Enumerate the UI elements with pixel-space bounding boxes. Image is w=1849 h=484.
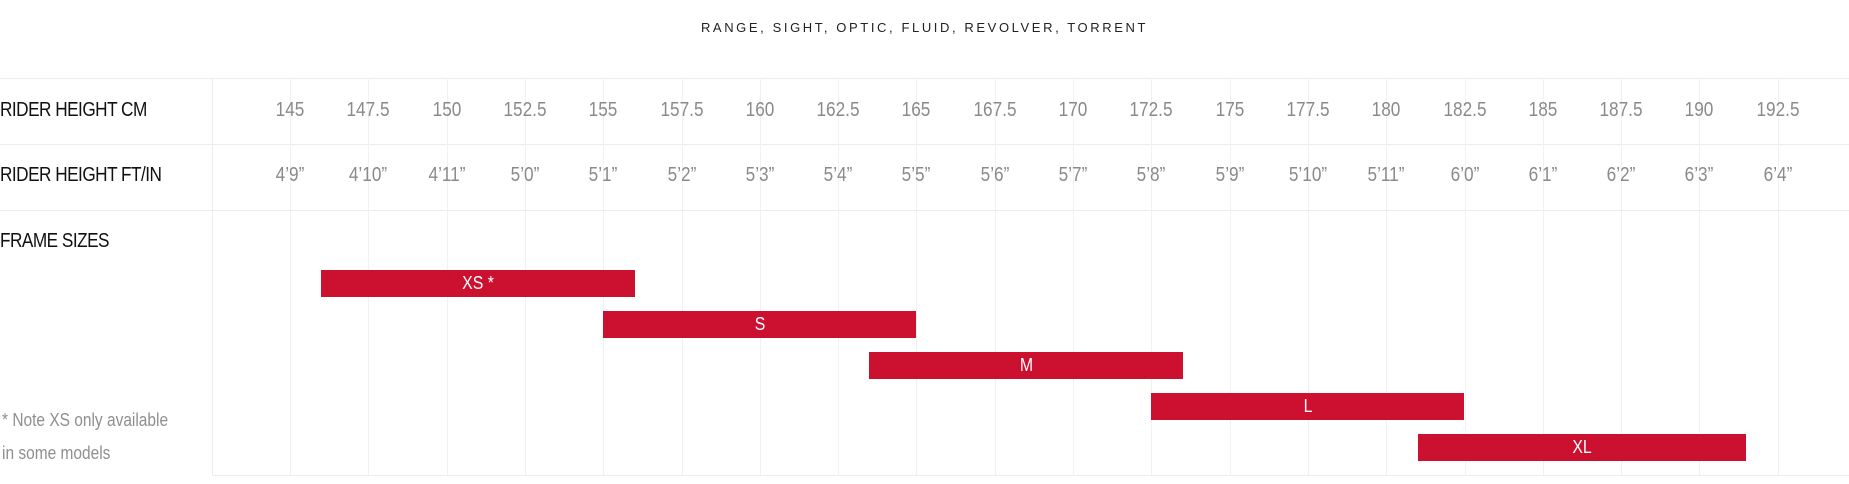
cm-tick-label: 150 <box>432 99 461 121</box>
cm-tick-label: 160 <box>745 99 775 121</box>
frame-size-label: M <box>1019 355 1033 375</box>
gridline <box>1777 78 1779 475</box>
gridline <box>1386 78 1388 475</box>
row-label-ftin: RIDER HEIGHT FT/IN <box>0 164 162 186</box>
cm-tick-label: 187.5 <box>1599 99 1643 121</box>
cm-tick-label: 155 <box>588 99 618 121</box>
gridline <box>1151 78 1153 475</box>
ftin-tick-label: 6’3” <box>1685 164 1714 186</box>
ftin-tick-label: 4’11” <box>428 164 466 186</box>
ftin-tick-label: 5’7” <box>1058 164 1088 186</box>
ftin-tick-label: 5’6” <box>980 164 1010 186</box>
row-label-frame-sizes: FRAME SIZES <box>0 230 110 252</box>
cm-tick-label: 192.5 <box>1756 99 1800 121</box>
gridline <box>759 78 761 475</box>
frame-size-label: L <box>1303 396 1313 416</box>
cm-tick-label: 152.5 <box>503 99 547 121</box>
gridline <box>1073 78 1074 475</box>
xs-note-line1: * Note XS only available <box>2 410 169 430</box>
ftin-tick-label: 4’10” <box>349 164 388 186</box>
gridline <box>994 78 996 475</box>
gridline <box>290 78 291 475</box>
cm-tick-label: 170 <box>1058 99 1088 121</box>
frame-size-bar: L <box>1151 393 1465 420</box>
ftin-tick-label: 6’2” <box>1606 164 1636 186</box>
ftin-tick-label: 5’1” <box>588 164 618 186</box>
cm-tick-label: 165 <box>902 99 931 121</box>
ftin-tick-label: 5’5” <box>902 164 931 186</box>
cm-tick-label: 162.5 <box>816 99 860 121</box>
gridline <box>1542 78 1544 475</box>
xs-note-line2: in some models <box>2 443 111 463</box>
cm-tick-label: 185 <box>1528 99 1558 121</box>
cm-tick-label: 157.5 <box>659 99 704 121</box>
gridline <box>1464 78 1466 475</box>
gridline <box>1621 78 1623 475</box>
top-divider <box>0 78 1849 79</box>
row-divider <box>0 144 1849 145</box>
ftin-tick-label: 5’9” <box>1215 164 1244 186</box>
frame-size-label: S <box>754 314 766 334</box>
ftin-tick-label: 6’1” <box>1528 164 1558 186</box>
bottom-divider <box>212 475 1849 476</box>
chart-title: RANGE, SIGHT, OPTIC, FLUID, REVOLVER, TO… <box>700 20 1149 35</box>
frame-size-bar: M <box>869 352 1183 379</box>
cm-tick-label: 182.5 <box>1442 99 1487 121</box>
ftin-tick-label: 6’4” <box>1763 164 1793 186</box>
ftin-tick-label: 5’8” <box>1136 164 1166 186</box>
cm-tick-label: 145 <box>275 99 305 121</box>
gridline <box>681 78 683 475</box>
ftin-tick-label: 5’11” <box>1367 164 1405 186</box>
cm-tick-label: 147.5 <box>346 99 390 121</box>
frame-size-bar: S <box>603 311 917 338</box>
gridline <box>838 78 840 475</box>
label-column-divider <box>212 78 213 475</box>
cm-tick-label: 167.5 <box>973 99 1017 121</box>
row-divider <box>0 210 1849 211</box>
gridline <box>1699 78 1701 475</box>
gridline <box>1229 78 1231 475</box>
row-label-cm: RIDER HEIGHT CM <box>0 99 147 121</box>
cm-tick-label: 177.5 <box>1286 99 1330 121</box>
gridline <box>916 78 918 475</box>
ftin-tick-label: 5’2” <box>667 164 696 186</box>
cm-tick-label: 180 <box>1371 99 1401 121</box>
ftin-tick-label: 5’0” <box>510 164 540 186</box>
ftin-tick-label: 5’3” <box>745 164 775 186</box>
ftin-tick-label: 4’9” <box>275 164 305 186</box>
cm-tick-label: 190 <box>1685 99 1714 121</box>
cm-tick-label: 172.5 <box>1129 99 1173 121</box>
frame-size-bar: XS * <box>321 270 635 297</box>
frame-size-label: XS * <box>462 273 494 293</box>
frame-size-label: XL <box>1572 437 1592 457</box>
gridline <box>1307 78 1309 475</box>
ftin-tick-label: 6’0” <box>1450 164 1479 186</box>
ftin-tick-label: 5’10” <box>1288 164 1328 186</box>
frame-size-bar: XL <box>1417 434 1747 461</box>
cm-tick-label: 175 <box>1215 99 1244 121</box>
ftin-tick-label: 5’4” <box>823 164 853 186</box>
